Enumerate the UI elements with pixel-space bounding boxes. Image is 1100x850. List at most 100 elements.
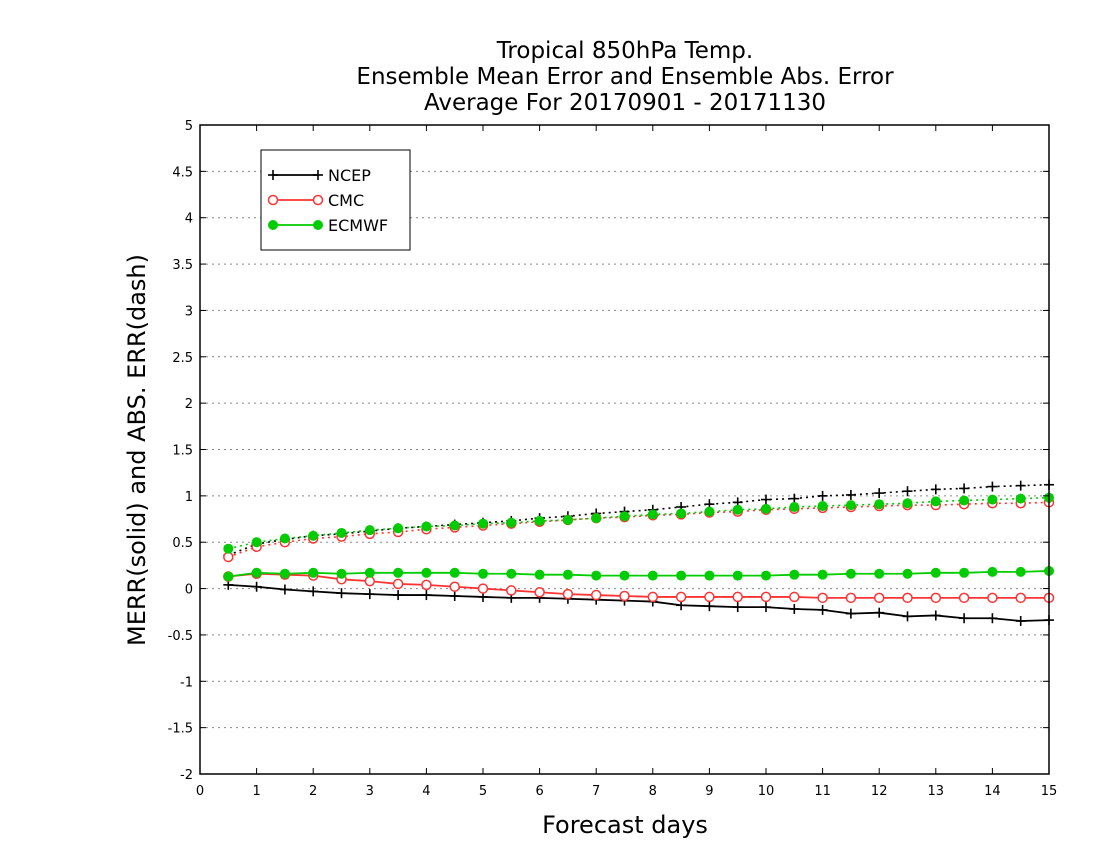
data-point-cmc-merr: [958, 592, 970, 604]
x-tick-label: 4: [422, 784, 430, 799]
y-tick-label: -2: [180, 768, 193, 783]
legend-marker-ncep: [313, 170, 323, 180]
x-tick-label: 1: [252, 784, 260, 799]
data-point-cmc-merr: [392, 578, 404, 590]
chart-title-line-2: Ensemble Mean Error and Ensemble Abs. Er…: [356, 64, 894, 90]
data-point-ecmwf-abs-err: [421, 521, 432, 532]
x-tick-label: 7: [592, 784, 600, 799]
data-point-ncep-abs-err: [761, 494, 771, 505]
data-point-cmc-merr: [477, 583, 489, 594]
data-point-ecmwf-abs-err: [534, 515, 545, 526]
data-point-ecmwf-merr: [562, 569, 573, 580]
x-tick-label: 6: [535, 784, 543, 799]
data-point-ecmwf-abs-err: [591, 513, 602, 524]
data-point-ecmwf-abs-err: [987, 494, 998, 505]
y-tick-label: -0.5: [168, 629, 193, 644]
y-tick-label: 3.5: [172, 258, 193, 273]
data-point-ncep-merr: [336, 588, 347, 599]
data-point-ncep-abs-err: [902, 486, 913, 497]
x-tick-label: 2: [309, 784, 317, 799]
y-tick-label: 1.5: [172, 444, 193, 459]
series-line-ncep-abs-err: [228, 483, 1050, 556]
data-point-ecmwf-merr: [449, 567, 460, 578]
x-tick-label: 5: [479, 784, 487, 799]
data-point-ecmwf-abs-err: [393, 523, 404, 534]
legend-label-ecmwf: ECMWF: [328, 216, 388, 235]
data-point-ecmwf-merr: [534, 569, 545, 580]
data-point-cmc-merr: [902, 592, 913, 604]
data-point-ecmwf-merr: [761, 570, 771, 581]
y-tick-label: 4: [185, 212, 193, 227]
y-tick-label: 5: [185, 119, 193, 134]
y-tick-label: -1.5: [168, 722, 193, 737]
data-point-ecmwf-abs-err: [279, 533, 290, 544]
x-tick-label: 8: [649, 784, 657, 799]
data-point-ecmwf-merr: [308, 567, 319, 578]
data-point-ncep-merr: [789, 603, 800, 614]
data-point-ncep-merr: [364, 589, 375, 600]
y-tick-label: 2.5: [172, 351, 193, 366]
data-point-cmc-merr: [562, 588, 574, 600]
data-point-cmc-merr: [704, 591, 715, 603]
data-point-ecmwf-merr: [902, 568, 913, 579]
data-point-ncep-merr: [874, 607, 885, 618]
y-tick-label: 1: [185, 490, 193, 505]
legend-marker-ncep: [268, 170, 278, 180]
x-tick-label: 15: [1041, 784, 1058, 799]
data-point-ecmwf-abs-err: [874, 499, 885, 510]
data-point-cmc-merr: [760, 591, 772, 603]
data-point-ecmwf-merr: [251, 567, 262, 578]
chart-title-line-3: Average For 20170901 - 20171130: [424, 90, 826, 116]
data-point-ecmwf-merr: [987, 566, 998, 577]
data-point-ecmwf-merr: [930, 567, 941, 578]
legend-marker-ecmwf: [268, 220, 278, 230]
data-point-cmc-merr: [534, 587, 545, 598]
chart-title-line-1: Tropical 850hPa Temp.: [496, 38, 753, 64]
data-point-ecmwf-merr: [676, 570, 687, 581]
data-point-ecmwf-merr: [393, 567, 404, 578]
data-point-ncep-merr: [393, 590, 404, 601]
axis-ticks: -2-1.5-1-0.500.511.522.533.544.550 1 2 3 4 5 6…: [168, 119, 1058, 799]
data-point-ecmwf-abs-err: [619, 511, 630, 522]
y-tick-label: 0.5: [172, 536, 193, 551]
data-point-ecmwf-abs-err: [704, 506, 715, 517]
legend: NCEP CMC ECMWF: [260, 149, 411, 251]
data-point-ecmwf-abs-err: [732, 504, 743, 515]
data-point-ecmwf-abs-err: [251, 537, 262, 548]
data-point-ecmwf-merr: [704, 570, 715, 581]
y-tick-label: 0: [185, 583, 193, 598]
data-point-cmc-merr: [1015, 592, 1026, 604]
data-point-cmc-merr: [930, 592, 942, 604]
data-point-ecmwf-merr: [789, 569, 800, 580]
data-point-ncep-merr: [902, 611, 913, 622]
grid-lines: [200, 170, 1049, 729]
data-point-ncep-abs-err: [817, 490, 828, 501]
data-point-ncep-merr: [449, 590, 460, 601]
data-point-ncep-abs-err: [987, 481, 998, 492]
legend-label-cmc: CMC: [328, 191, 364, 210]
data-point-ecmwf-abs-err: [1015, 493, 1026, 504]
plot-series: [223, 479, 1055, 627]
data-point-ecmwf-merr: [1015, 566, 1026, 577]
data-point-ecmwf-merr: [817, 569, 828, 580]
data-point-ncep-merr: [959, 613, 970, 624]
data-point-ecmwf-abs-err: [308, 530, 319, 541]
x-tick-label: 0: [196, 784, 204, 799]
data-point-ncep-abs-err: [1015, 480, 1026, 491]
series-line-ncep-merr: [228, 583, 1050, 622]
y-tick-label: 3: [185, 304, 193, 319]
data-point-ecmwf-abs-err: [449, 520, 460, 531]
x-tick-label: 13: [928, 784, 945, 799]
data-point-ncep-merr: [421, 590, 432, 601]
y-axis-label: MERR(solid) and ABS. ERR(dash): [123, 254, 151, 646]
data-point-ecmwf-merr: [647, 570, 658, 581]
data-point-ncep-merr: [1015, 616, 1026, 627]
data-point-cmc-merr: [845, 592, 857, 604]
y-tick-label: -1: [180, 675, 193, 690]
data-point-ecmwf-abs-err: [506, 517, 517, 528]
legend-marker-cmc: [312, 194, 324, 206]
data-point-ecmwf-merr: [506, 568, 517, 579]
data-point-ncep-abs-err: [874, 488, 885, 499]
chart-title: Tropical 850hPa Temp. Ensemble Mean Erro…: [356, 38, 894, 116]
